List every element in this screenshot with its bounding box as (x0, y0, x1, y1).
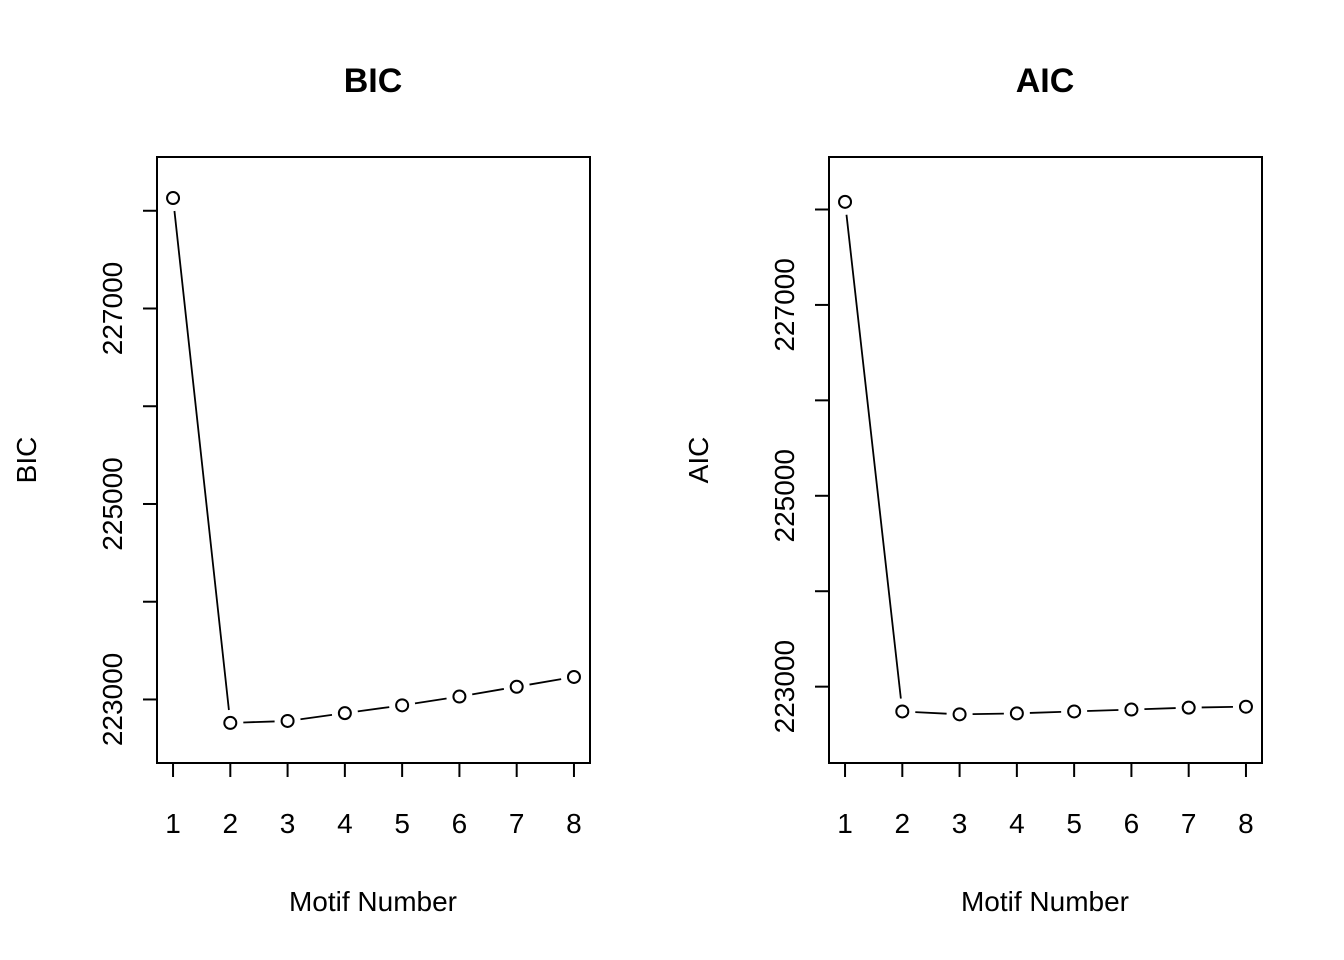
bic-x-tick-label: 6 (452, 808, 468, 839)
bic-line-segment (173, 210, 230, 711)
aic-x-tick-label: 8 (1238, 808, 1254, 839)
aic-x-tick-label: 5 (1066, 808, 1082, 839)
bic-axes: 1 2 3 4 5 6 7 8 223000 225000 227000 (97, 209, 582, 839)
aic-point (838, 194, 853, 209)
bic-title: BIC (344, 62, 403, 100)
bic-line-segment (357, 706, 390, 713)
bic-y-tick-label: 227000 (97, 262, 128, 355)
aic-y-tick-label: 227000 (769, 258, 800, 351)
aic-point (895, 704, 910, 719)
bic-line-segment (472, 688, 505, 696)
aic-x-tick-label: 4 (1009, 808, 1025, 839)
bic-x-axis-label: Motif Number (289, 886, 457, 917)
bic-y-axis-label: BIC (11, 437, 42, 484)
aic-y-tick-label: 225000 (769, 449, 800, 542)
bic-point (280, 713, 295, 728)
aic-x-tick-label: 2 (895, 808, 911, 839)
aic-line-segment (915, 711, 947, 715)
aic-line-segment (1144, 707, 1176, 711)
aic-y-tick-label: 223000 (769, 640, 800, 733)
aic-axes: 1 2 3 4 5 6 7 8 223000 225000 227000 (769, 208, 1254, 839)
aic-x-tick-label: 3 (952, 808, 968, 839)
bic-x-tick-label: 1 (165, 808, 181, 839)
aic-line-segment (1029, 710, 1062, 714)
bic-point (337, 706, 352, 721)
bic-line-segment (243, 720, 275, 724)
bic-y-tick-label: 223000 (97, 653, 128, 746)
bic-line-segment (414, 697, 447, 705)
aic-point (1238, 699, 1253, 714)
aic-point (1009, 706, 1024, 721)
aic-line-segment (845, 214, 902, 699)
bic-x-tick-label: 3 (280, 808, 296, 839)
aic-line-segment (1087, 709, 1119, 712)
bic-x-tick-label: 2 (223, 808, 239, 839)
aic-point (952, 707, 967, 722)
bic-x-tick-label: 5 (394, 808, 410, 839)
bic-point (509, 679, 524, 694)
aic-x-axis-label: Motif Number (961, 886, 1129, 917)
aic-y-axis-label: AIC (683, 437, 714, 484)
aic-line-segment (972, 712, 1004, 716)
bic-plot-frame (156, 156, 591, 764)
aic-point (1067, 704, 1082, 719)
bic-line-segment (300, 714, 333, 721)
aic-panel: AIC Motif Number AIC 1 2 3 4 5 6 7 8 223000 22500… (683, 62, 1263, 917)
aic-x-tick-label: 1 (837, 808, 853, 839)
bic-line-segment (529, 678, 562, 686)
bic-y-tick-label: 225000 (97, 457, 128, 550)
aic-x-tick-label: 7 (1181, 808, 1197, 839)
aic-series (838, 194, 1253, 722)
bic-point (566, 669, 581, 684)
bic-point (166, 191, 181, 206)
bic-x-tick-label: 4 (337, 808, 353, 839)
bic-point (452, 689, 467, 704)
bic-point (395, 698, 410, 713)
bic-x-tick-label: 8 (566, 808, 582, 839)
aic-line-segment (1201, 706, 1233, 709)
bic-panel: BIC Motif Number BIC 1 2 3 4 5 6 7 8 223000 22500… (11, 62, 591, 917)
aic-title: AIC (1016, 62, 1075, 100)
aic-point (1124, 702, 1139, 717)
aic-point (1181, 700, 1196, 715)
bic-series (166, 191, 581, 730)
bic-point (223, 715, 238, 730)
bic-x-tick-label: 7 (509, 808, 525, 839)
aic-x-tick-label: 6 (1124, 808, 1140, 839)
aic-plot-frame (828, 156, 1263, 764)
